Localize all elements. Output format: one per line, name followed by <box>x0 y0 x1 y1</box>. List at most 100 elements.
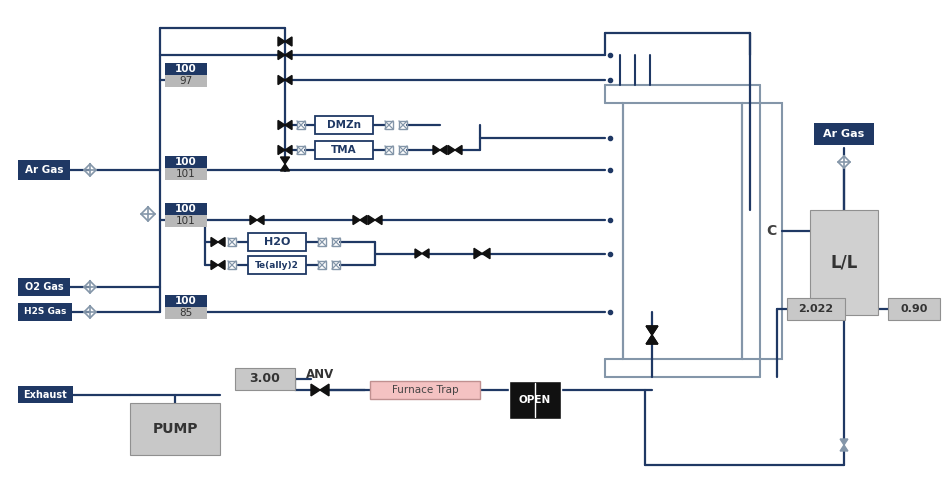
Polygon shape <box>250 216 257 224</box>
Bar <box>318 261 326 269</box>
Bar <box>18 386 73 403</box>
Bar <box>318 238 326 246</box>
Bar <box>787 298 845 320</box>
Polygon shape <box>840 439 848 445</box>
Polygon shape <box>646 326 658 335</box>
Polygon shape <box>448 146 455 154</box>
Bar <box>18 160 70 180</box>
Text: 100: 100 <box>175 157 197 167</box>
Polygon shape <box>375 216 382 224</box>
Bar <box>814 123 874 145</box>
Bar <box>399 146 407 154</box>
Polygon shape <box>285 50 292 59</box>
Bar <box>623 103 742 359</box>
Polygon shape <box>278 120 285 130</box>
Bar <box>332 238 340 246</box>
Text: Te(ally)2: Te(ally)2 <box>255 260 299 270</box>
Polygon shape <box>281 157 289 164</box>
Polygon shape <box>257 216 264 224</box>
Text: L/L: L/L <box>830 254 858 272</box>
Bar <box>235 368 295 390</box>
Bar <box>165 215 207 227</box>
Polygon shape <box>440 146 447 154</box>
Text: 2.022: 2.022 <box>799 304 834 314</box>
Text: TMA: TMA <box>331 145 357 155</box>
Bar <box>297 146 305 154</box>
Polygon shape <box>433 146 440 154</box>
Text: Ar Gas: Ar Gas <box>25 165 63 175</box>
Bar <box>165 203 207 215</box>
Polygon shape <box>646 335 658 344</box>
Text: Exhaust: Exhaust <box>24 390 68 400</box>
Polygon shape <box>218 238 225 246</box>
Text: Furnace Trap: Furnace Trap <box>391 385 458 395</box>
Text: ANV: ANV <box>306 368 334 382</box>
Polygon shape <box>474 248 482 258</box>
Polygon shape <box>211 238 218 246</box>
Bar <box>509 381 561 419</box>
Bar <box>165 63 207 75</box>
Bar <box>165 295 207 307</box>
Bar <box>385 121 393 129</box>
Bar <box>315 141 373 159</box>
Polygon shape <box>278 146 285 154</box>
Bar <box>165 75 207 87</box>
Polygon shape <box>311 384 320 396</box>
Bar <box>165 307 207 319</box>
Text: 100: 100 <box>175 64 197 74</box>
Polygon shape <box>422 249 429 258</box>
Polygon shape <box>285 76 292 84</box>
Polygon shape <box>285 37 292 46</box>
Text: 101: 101 <box>176 169 196 179</box>
Bar <box>297 121 305 129</box>
Polygon shape <box>285 146 292 154</box>
Bar <box>228 238 236 246</box>
Polygon shape <box>482 248 490 258</box>
Bar <box>18 278 70 296</box>
Polygon shape <box>646 326 658 335</box>
Bar <box>18 303 72 321</box>
Bar <box>810 210 878 315</box>
Polygon shape <box>285 120 292 130</box>
Bar <box>888 298 940 320</box>
Bar <box>760 103 782 359</box>
Text: 100: 100 <box>175 204 197 214</box>
Bar <box>165 168 207 180</box>
Polygon shape <box>415 249 422 258</box>
Text: PUMP: PUMP <box>152 422 198 436</box>
Bar <box>228 261 236 269</box>
Polygon shape <box>360 216 367 224</box>
Text: 85: 85 <box>179 308 192 318</box>
Polygon shape <box>840 445 848 451</box>
Text: O2 Gas: O2 Gas <box>25 282 64 292</box>
Polygon shape <box>320 384 329 396</box>
Bar <box>248 233 306 251</box>
Text: 100: 100 <box>175 296 197 306</box>
Bar <box>315 116 373 134</box>
Bar <box>385 146 393 154</box>
Text: 3.00: 3.00 <box>249 372 281 386</box>
Text: 101: 101 <box>176 216 196 226</box>
Polygon shape <box>353 216 360 224</box>
Text: OPEN: OPEN <box>519 395 551 405</box>
Polygon shape <box>278 50 285 59</box>
Text: C: C <box>765 224 776 238</box>
Bar <box>165 156 207 168</box>
Text: Ar Gas: Ar Gas <box>823 129 864 139</box>
Bar <box>399 121 407 129</box>
Text: H2S Gas: H2S Gas <box>24 308 67 316</box>
Text: H2O: H2O <box>264 237 290 247</box>
Polygon shape <box>211 260 218 270</box>
Polygon shape <box>455 146 462 154</box>
Polygon shape <box>278 76 285 84</box>
Bar <box>332 261 340 269</box>
Polygon shape <box>218 260 225 270</box>
Polygon shape <box>281 164 289 171</box>
Text: 0.90: 0.90 <box>901 304 927 314</box>
Text: DMZn: DMZn <box>327 120 361 130</box>
Polygon shape <box>278 37 285 46</box>
Bar <box>130 403 220 455</box>
Polygon shape <box>368 216 375 224</box>
Polygon shape <box>646 335 658 344</box>
Bar <box>370 381 480 399</box>
